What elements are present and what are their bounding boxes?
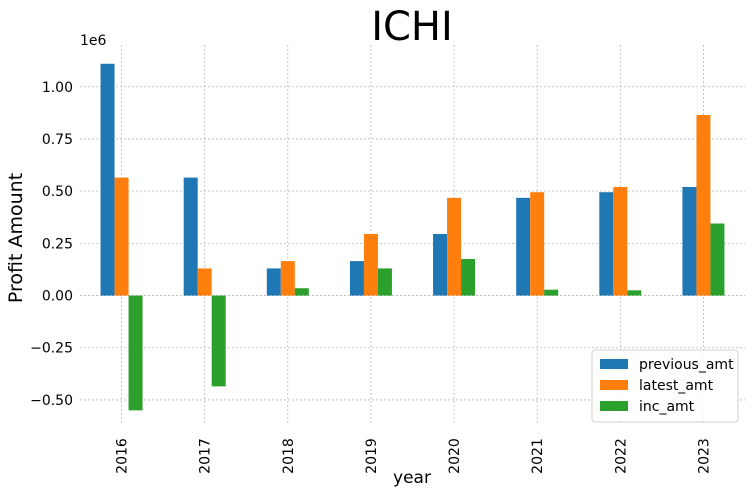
x-tick-label: 2017: [198, 438, 214, 474]
x-axis-ticks: 2016 2017 2018 2019 2020 2021 2022 2023: [115, 438, 713, 474]
y-tick-label: −0.25: [30, 341, 73, 357]
y-tick-label: 1.00: [42, 80, 73, 96]
bar-latest_amt-2023: [696, 114, 711, 296]
chart-title: ICHI: [371, 4, 453, 50]
bar-inc_amt-2016: [128, 295, 143, 411]
legend-swatch-latest_amt: [600, 380, 628, 390]
x-tick-label: 2020: [447, 438, 463, 474]
bar-latest_amt-2017: [197, 268, 212, 296]
x-tick-label: 2018: [281, 438, 297, 474]
y-tick-label: 0.00: [42, 289, 73, 305]
bar-previous_amt-2016: [100, 63, 115, 296]
y-offset-label: 1e6: [80, 33, 107, 49]
bar-previous_amt-2022: [599, 192, 614, 296]
y-tick-label: 0.75: [42, 132, 73, 148]
bar-inc_amt-2018: [294, 288, 309, 296]
bar-previous_amt-2017: [183, 177, 198, 296]
bar-previous_amt-2020: [433, 233, 448, 296]
bar-previous_amt-2018: [266, 268, 281, 296]
x-tick-label: 2023: [696, 438, 712, 474]
y-tick-label: −0.50: [30, 393, 73, 409]
y-tick-label: 0.50: [42, 184, 73, 200]
bar-inc_amt-2020: [461, 259, 476, 296]
bars: [100, 63, 725, 411]
bar-previous_amt-2019: [349, 261, 364, 296]
bar-latest_amt-2016: [114, 177, 129, 296]
bar-inc_amt-2023: [710, 223, 725, 296]
y-tick-label: 0.25: [42, 236, 73, 252]
bar-previous_amt-2023: [682, 186, 697, 296]
bar-latest_amt-2019: [363, 233, 378, 296]
bar-inc_amt-2019: [377, 268, 392, 296]
legend: previous_amt latest_amt inc_amt: [591, 349, 739, 423]
bar-latest_amt-2022: [613, 186, 628, 296]
bar-latest_amt-2018: [280, 261, 295, 296]
legend-label-previous_amt: previous_amt: [639, 357, 734, 373]
legend-box: [591, 349, 739, 423]
x-tick-label: 2019: [364, 438, 380, 474]
x-axis-label: year: [393, 468, 431, 488]
y-axis-label: Profit Amount: [5, 173, 27, 303]
legend-swatch-previous_amt: [600, 359, 628, 369]
y-axis-ticks: 1.00 0.75 0.50 0.25 0.00 −0.25 −0.50: [30, 80, 73, 409]
bar-latest_amt-2020: [447, 197, 462, 296]
x-tick-label: 2022: [613, 438, 629, 474]
bar-previous_amt-2021: [516, 197, 531, 296]
bar-inc_amt-2021: [544, 289, 559, 296]
x-tick-label: 2016: [115, 438, 131, 474]
bar-latest_amt-2021: [530, 192, 545, 296]
bar-inc_amt-2022: [627, 290, 642, 296]
legend-swatch-inc_amt: [600, 401, 628, 411]
legend-label-inc_amt: inc_amt: [639, 399, 695, 415]
legend-label-latest_amt: latest_amt: [639, 378, 714, 394]
x-tick-label: 2021: [530, 438, 546, 474]
bar-inc_amt-2017: [211, 295, 226, 387]
